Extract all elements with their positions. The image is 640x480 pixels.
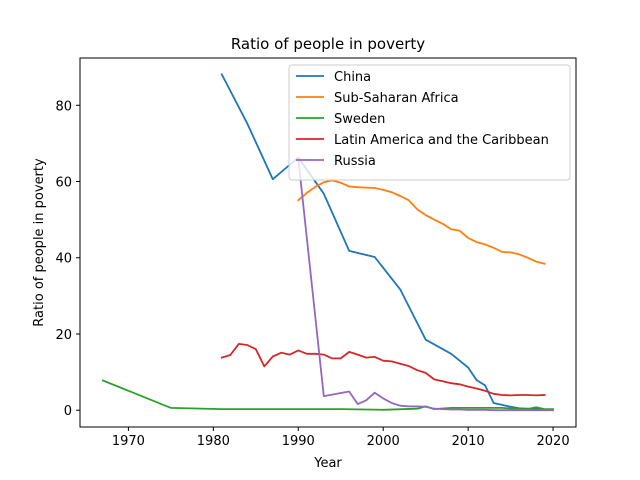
x-tick-label-1: 1980 xyxy=(197,434,230,449)
plot-frame xyxy=(79,57,577,428)
chart-title: Ratio of people in poverty xyxy=(231,35,425,53)
y-tick-label-4: 80 xyxy=(55,99,72,114)
x-tick-label-4: 2010 xyxy=(452,434,485,449)
x-tick-label-5: 2020 xyxy=(537,434,570,449)
series-line-1 xyxy=(297,179,546,265)
legend-box xyxy=(288,64,571,181)
series-line-3 xyxy=(220,342,546,397)
y-tick-label-3: 60 xyxy=(55,176,72,191)
series-line-4 xyxy=(297,157,554,412)
legend-label-4: Russia xyxy=(334,154,376,169)
y-axis: 0 20 40 60 80 xyxy=(55,99,80,419)
y-axis-label: Ratio of people in poverty xyxy=(32,158,47,327)
legend-label-3: Latin America and the Caribbean xyxy=(334,133,549,148)
x-tick-label-0: 1970 xyxy=(112,434,145,449)
x-tick-label-2: 1990 xyxy=(282,434,315,449)
x-axis: 1970 1980 1990 2000 2010 2020 xyxy=(112,427,570,449)
legend-label-2: Sweden xyxy=(334,112,385,127)
y-tick-label-0: 0 xyxy=(64,404,72,419)
y-tick-label-1: 20 xyxy=(55,328,72,343)
legend-label-1: Sub-Saharan Africa xyxy=(334,91,459,106)
y-tick-label-2: 40 xyxy=(55,252,72,267)
legend: China Sub-Saharan Africa Sweden Latin Ameri… xyxy=(288,64,571,181)
legend-label-0: China xyxy=(334,70,371,85)
x-axis-label: Year xyxy=(313,456,342,471)
x-tick-label-3: 2000 xyxy=(367,434,400,449)
